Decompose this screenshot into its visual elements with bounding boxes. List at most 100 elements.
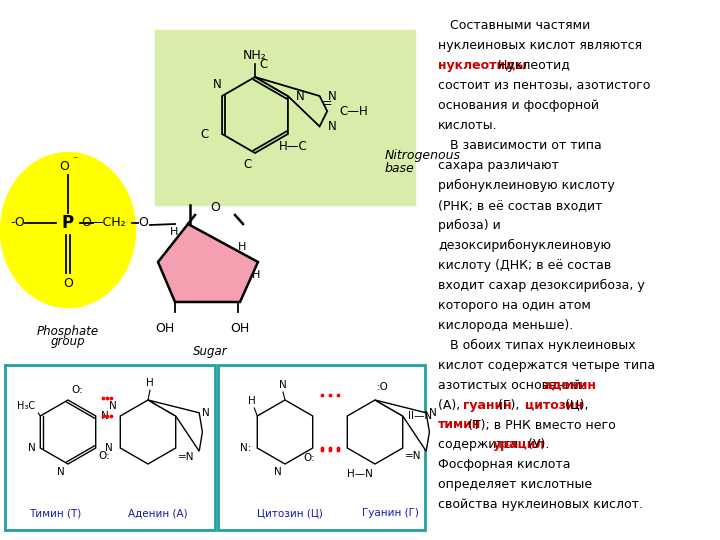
Text: Sugar: Sugar: [193, 345, 228, 358]
Polygon shape: [148, 400, 202, 451]
Text: кислорода меньше).: кислорода меньше).: [438, 319, 573, 332]
Text: (Г),: (Г),: [495, 399, 524, 411]
Text: В обоих типах нуклеиновых: В обоих типах нуклеиновых: [438, 339, 636, 352]
Text: сахара различают: сахара различают: [438, 159, 559, 172]
Text: C: C: [243, 159, 251, 172]
Text: азотистых оснований:: азотистых оснований:: [438, 379, 590, 392]
Text: O: O: [210, 201, 220, 214]
Text: содержится: содержится: [438, 438, 522, 451]
Text: Nitrogenous: Nitrogenous: [385, 148, 461, 161]
Text: OH: OH: [230, 322, 250, 335]
Ellipse shape: [1, 152, 135, 307]
Text: H: H: [146, 378, 154, 388]
Text: (У).: (У).: [524, 438, 550, 451]
Text: N: N: [109, 401, 117, 411]
Text: Phosphate: Phosphate: [37, 325, 99, 338]
Text: N:: N:: [240, 443, 251, 453]
Text: N: N: [295, 90, 305, 103]
Text: —CH₂: —CH₂: [90, 217, 125, 230]
Text: Аденин (А): Аденин (А): [128, 508, 188, 518]
Text: рибоза) и: рибоза) и: [438, 219, 500, 232]
Text: -O: -O: [10, 217, 24, 230]
Text: NH₂: NH₂: [243, 49, 267, 62]
Polygon shape: [375, 400, 429, 451]
Bar: [155, 30, 415, 205]
Polygon shape: [222, 77, 288, 153]
Text: дезоксирибонуклеиновую: дезоксирибонуклеиновую: [438, 239, 611, 252]
Text: (Т); в РНК вместо него: (Т); в РНК вместо него: [464, 418, 616, 431]
Text: рибонуклеиновую кислоту: рибонуклеиновую кислоту: [438, 179, 615, 192]
Text: N: N: [328, 90, 336, 103]
Text: II—N: II—N: [408, 411, 432, 421]
Text: O: O: [138, 217, 148, 230]
Bar: [218, 365, 425, 530]
Text: основания и фосфорной: основания и фосфорной: [438, 99, 599, 112]
Text: =: =: [322, 97, 333, 110]
Text: . Нуклеотид: . Нуклеотид: [490, 59, 570, 72]
Text: O: O: [59, 160, 69, 173]
Text: N: N: [101, 411, 109, 421]
Polygon shape: [347, 400, 402, 464]
Text: N: N: [429, 408, 437, 418]
Text: кислоты.: кислоты.: [438, 119, 498, 132]
Text: H—N: H—N: [347, 469, 373, 479]
Text: OH: OH: [156, 322, 175, 335]
Text: N: N: [202, 408, 210, 418]
Text: Составными частями: Составными частями: [438, 19, 590, 32]
Text: H: H: [252, 270, 261, 280]
Text: свойства нуклеиновых кислот.: свойства нуклеиновых кислот.: [438, 498, 643, 511]
Text: H: H: [248, 396, 256, 406]
Text: N: N: [58, 467, 65, 477]
Text: H₃C: H₃C: [17, 401, 35, 411]
Text: =N: =N: [178, 452, 194, 462]
Text: O:: O:: [304, 453, 315, 463]
Text: H—C: H—C: [279, 139, 307, 152]
Text: определяет кислотные: определяет кислотные: [438, 478, 592, 491]
Text: O:: O:: [71, 385, 83, 395]
Text: O: O: [63, 277, 73, 290]
Text: кислот содержатся четыре типа: кислот содержатся четыре типа: [438, 359, 655, 372]
Polygon shape: [255, 77, 327, 126]
Text: C: C: [200, 127, 208, 140]
Text: N: N: [274, 467, 282, 477]
Text: C: C: [259, 58, 267, 71]
Polygon shape: [257, 400, 312, 464]
Text: O:: O:: [99, 451, 110, 461]
Text: кислоту (ДНК; в её состав: кислоту (ДНК; в её состав: [438, 259, 611, 272]
Text: Цитозин (Ц): Цитозин (Ц): [257, 508, 323, 518]
Text: C—H: C—H: [339, 105, 368, 118]
Text: В зависимости от типа: В зависимости от типа: [438, 139, 602, 152]
Text: аденин: аденин: [543, 379, 596, 392]
Text: (РНК; в её состав входит: (РНК; в её состав входит: [438, 199, 603, 212]
Text: тимин: тимин: [438, 418, 481, 431]
Text: гуанин: гуанин: [463, 399, 512, 411]
Text: (А),: (А),: [438, 399, 464, 411]
Text: Тимин (Т): Тимин (Т): [29, 508, 81, 518]
Text: P: P: [62, 214, 74, 232]
Text: base: base: [385, 161, 415, 174]
Text: ⁻: ⁻: [72, 155, 77, 165]
Text: N: N: [328, 120, 336, 133]
Text: Гуанин (Г): Гуанин (Г): [361, 508, 418, 518]
Text: состоит из пентозы, азотистого: состоит из пентозы, азотистого: [438, 79, 650, 92]
Text: которого на один атом: которого на один атом: [438, 299, 591, 312]
Text: нуклеиновых кислот являются: нуклеиновых кислот являются: [438, 39, 642, 52]
Polygon shape: [158, 224, 258, 302]
Bar: [5, 365, 215, 530]
Text: (Ц),: (Ц),: [562, 399, 589, 411]
Text: H: H: [170, 227, 178, 237]
Text: нуклеотиды: нуклеотиды: [438, 59, 526, 72]
Text: N: N: [212, 78, 222, 91]
Text: group: group: [50, 335, 85, 348]
Text: :O: :O: [377, 382, 389, 392]
Text: =N: =N: [405, 451, 421, 461]
Text: N: N: [27, 443, 35, 453]
Text: урацил: урацил: [493, 438, 546, 451]
Text: входит сахар дезоксирибоза, у: входит сахар дезоксирибоза, у: [438, 279, 644, 292]
Text: цитозин: цитозин: [524, 399, 582, 411]
Text: H: H: [238, 242, 246, 252]
Text: Фосфорная кислота: Фосфорная кислота: [438, 458, 570, 471]
Polygon shape: [120, 400, 176, 464]
Text: N: N: [279, 380, 287, 390]
Polygon shape: [40, 400, 96, 464]
